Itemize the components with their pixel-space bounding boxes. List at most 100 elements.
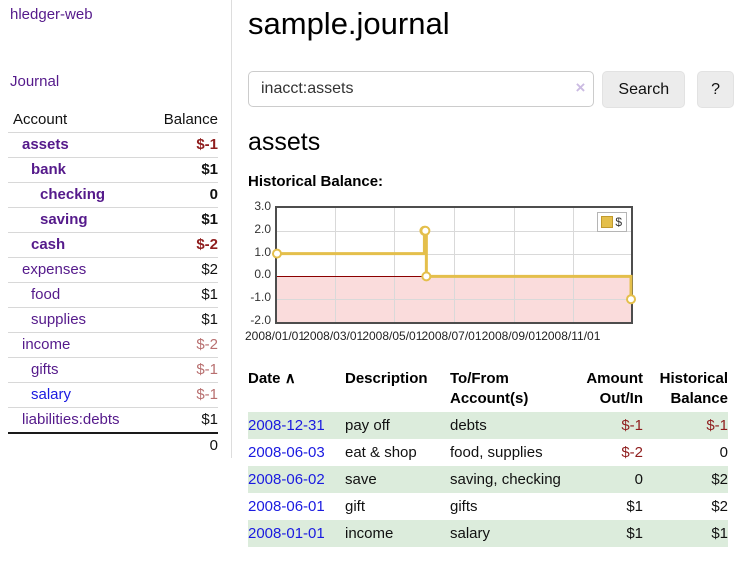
account-row: bank $1 xyxy=(8,157,218,183)
help-button[interactable]: ? xyxy=(697,70,734,108)
transaction-date-link[interactable]: 2008-06-01 xyxy=(248,498,325,515)
transaction-amount: $1 xyxy=(626,498,643,515)
legend-swatch-icon xyxy=(601,216,614,228)
x-axis-tick-label: 2008/01/01 xyxy=(244,329,306,343)
balance-column-header: Balance xyxy=(163,111,218,128)
chart-title: Historical Balance: xyxy=(248,173,384,190)
transaction-description: pay off xyxy=(345,417,390,434)
account-link-food[interactable]: food xyxy=(31,286,61,303)
register-table: Date ∧ Description To/From Account(s) Am… xyxy=(248,366,728,547)
y-axis-tick-label: 3.0 xyxy=(254,199,271,213)
y-axis-tick-label: -2.0 xyxy=(250,313,271,327)
account-column-header: Account xyxy=(13,111,68,128)
y-axis-tick-label: 2.0 xyxy=(254,221,271,236)
clear-search-icon[interactable]: × xyxy=(575,78,586,97)
account-balance: $1 xyxy=(201,311,218,328)
transaction-description: income xyxy=(345,525,394,542)
transaction-accounts: salary xyxy=(450,525,491,542)
register-row: 2008-06-01 gift gifts $1 $2 xyxy=(248,493,728,520)
account-link-cash[interactable]: cash xyxy=(31,236,66,253)
account-link-bank[interactable]: bank xyxy=(31,161,67,178)
account-link-expenses[interactable]: expenses xyxy=(22,261,87,278)
account-row: salary $-1 xyxy=(8,382,218,408)
account-row: expenses $2 xyxy=(8,257,218,283)
x-axis-tick-label: 2008/05/01 xyxy=(362,329,423,343)
transaction-balance: $1 xyxy=(711,525,728,542)
register-row: 2008-06-03 eat & shop food, supplies $-2 0 xyxy=(248,439,728,466)
account-row: saving $1 xyxy=(8,207,218,233)
search-button[interactable]: Search xyxy=(602,70,686,108)
account-row: income $-2 xyxy=(8,332,218,358)
account-link-checking[interactable]: checking xyxy=(40,186,106,203)
y-axis-tick-label: -1.0 xyxy=(250,290,271,305)
search-input[interactable] xyxy=(248,71,595,107)
transaction-balance: $2 xyxy=(711,498,728,515)
account-balance: 0 xyxy=(209,186,218,203)
account-row: liabilities:debts $1 xyxy=(8,407,218,434)
account-link-salary[interactable]: salary xyxy=(31,386,72,403)
page-title: sample.journal xyxy=(248,6,450,41)
sidebar-item-journal[interactable]: Journal xyxy=(10,73,60,90)
accounts-table-header: Account Balance xyxy=(8,108,218,133)
account-balance: $-1 xyxy=(196,386,218,403)
sidebar: hledger-web Journal Account Balance asse… xyxy=(0,0,232,458)
transaction-balance: 0 xyxy=(719,444,728,461)
transaction-balance: $2 xyxy=(711,471,728,488)
accounts-column-header: To/From Account(s) xyxy=(450,370,529,407)
account-row: supplies $1 xyxy=(8,307,218,333)
account-row: food $1 xyxy=(8,282,218,308)
register-header-row: Date ∧ Description To/From Account(s) Am… xyxy=(248,366,728,412)
account-balance: $1 xyxy=(201,161,218,178)
account-balance: $1 xyxy=(201,411,218,428)
account-balance: $-2 xyxy=(196,336,218,353)
x-axis-tick-label: 2008/03/01 xyxy=(303,329,364,343)
transaction-amount: 0 xyxy=(634,471,643,488)
account-link-liabilities-debts[interactable]: liabilities:debts xyxy=(22,411,120,428)
transaction-accounts: saving, checking xyxy=(450,471,561,488)
brand-link[interactable]: hledger-web xyxy=(10,6,93,23)
account-balance: $1 xyxy=(201,286,218,303)
accounts-total-balance: 0 xyxy=(209,437,218,454)
transaction-date-link[interactable]: 2008-01-01 xyxy=(248,525,325,542)
account-link-income[interactable]: income xyxy=(22,336,71,353)
x-axis-tick-label: 2008/09/01 xyxy=(481,329,542,343)
account-link-supplies[interactable]: supplies xyxy=(31,311,87,328)
account-row: checking 0 xyxy=(8,182,218,208)
register-row: 2008-06-02 save saving, checking 0 $2 xyxy=(248,466,728,493)
account-row: cash $-2 xyxy=(8,232,218,258)
sort-asc-icon: ∧ xyxy=(284,370,296,387)
account-balance: $-2 xyxy=(196,236,218,253)
account-row: assets $-1 xyxy=(8,132,218,158)
balance-line-series xyxy=(272,225,636,305)
account-link-saving[interactable]: saving xyxy=(40,211,88,228)
x-axis-tick-label: 2008/11/01 xyxy=(541,329,601,343)
transaction-accounts: debts xyxy=(450,417,487,434)
main-content: sample.journal × Search ? assets Histori… xyxy=(244,0,734,547)
historical-balance-chart: $ 3.0 2.0 1.0 0.0 -1.0 -2.0 2008/01/01 2008/03… xyxy=(244,199,734,346)
x-axis-tick-label: 2008/07/01 xyxy=(421,329,482,343)
register-row: 2008-01-01 income salary $1 $1 xyxy=(248,520,728,547)
account-heading: assets xyxy=(248,128,321,156)
transaction-date-link[interactable]: 2008-06-03 xyxy=(248,444,325,461)
transaction-amount: $-2 xyxy=(621,444,643,461)
account-link-assets[interactable]: assets xyxy=(22,136,69,153)
legend-label: $ xyxy=(615,215,622,229)
transaction-date-link[interactable]: 2008-06-02 xyxy=(248,471,325,488)
account-link-gifts[interactable]: gifts xyxy=(31,361,59,378)
transaction-description: eat & shop xyxy=(345,444,417,461)
amount-column-header: Amount Out/In xyxy=(586,370,643,407)
y-axis-tick-label: 1.0 xyxy=(254,244,271,259)
transaction-accounts: food, supplies xyxy=(450,444,543,461)
y-axis-tick-label: 0.0 xyxy=(254,267,271,282)
transaction-balance: $-1 xyxy=(706,417,728,434)
transaction-date-link[interactable]: 2008-12-31 xyxy=(248,417,325,434)
account-balance: $1 xyxy=(201,211,218,228)
accounts-table: Account Balance assets $-1 bank $1 checking 0… xyxy=(8,108,218,458)
transaction-amount: $-1 xyxy=(621,417,643,434)
balance-column-header: Historical Balance xyxy=(659,370,728,407)
register-row: 2008-12-31 pay off debts $-1 $-1 xyxy=(248,412,728,439)
account-balance: $-1 xyxy=(196,136,218,153)
accounts-total-row: 0 xyxy=(8,433,218,458)
date-column-header[interactable]: Date ∧ xyxy=(248,370,296,387)
account-balance: $2 xyxy=(201,261,218,278)
